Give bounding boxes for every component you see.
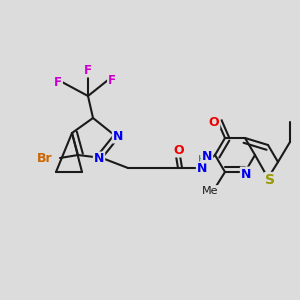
Text: N: N [241,167,251,181]
Text: N: N [113,130,123,142]
Text: O: O [209,116,219,128]
Text: H: H [198,155,206,165]
Text: O: O [174,143,184,157]
Text: Me: Me [202,186,218,196]
Text: Br: Br [37,152,53,164]
Text: N: N [202,149,212,163]
Text: N: N [197,163,207,176]
Text: F: F [84,64,92,76]
Text: F: F [108,74,116,86]
Text: S: S [265,173,275,187]
Text: F: F [54,76,62,88]
Text: N: N [94,152,104,166]
